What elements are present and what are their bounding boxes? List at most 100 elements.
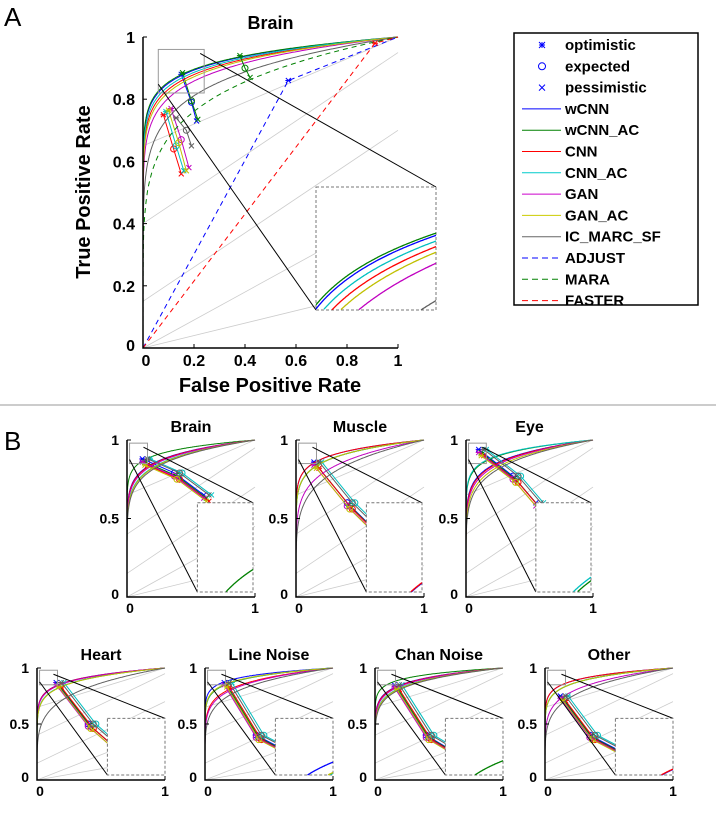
optimistic-point	[179, 69, 186, 76]
series-line-ic_marc_sf	[374, 667, 504, 780]
series-line-gan_ac	[142, 36, 399, 348]
series-line-gan_ac	[36, 667, 166, 780]
iso-cost-line	[36, 667, 166, 708]
inset-line-gan	[358, 262, 437, 311]
chart-title: Other	[588, 647, 631, 664]
legend-entry: wCNN_AC	[564, 122, 639, 139]
expected-point	[241, 64, 249, 72]
series-line-gan_ac	[295, 439, 425, 597]
zoom-region	[468, 442, 487, 465]
pessimistic-marker-icon	[538, 84, 546, 91]
zoom-inset	[444, 717, 504, 776]
inset-line-wcnn	[307, 761, 334, 776]
inset-line-wcnn_ac	[577, 580, 592, 593]
y-tick-label: 0.8	[113, 92, 135, 109]
y-tick-label: 0.2	[113, 279, 135, 296]
optimistic-point	[562, 693, 569, 699]
zoom-connector	[468, 459, 537, 593]
expected-point	[591, 731, 599, 739]
series-line-gan_ac	[204, 667, 334, 780]
operating-range-gan	[142, 461, 205, 499]
roc-chart-heart: 0 1 0 0.5 1 Heart	[10, 647, 170, 799]
series-line-gan_ac	[465, 439, 594, 597]
optimistic-point	[226, 679, 233, 686]
y-tick-label: 1	[126, 30, 135, 47]
legend: optimistic expected pessimistic wCNN wCNN_AC…	[513, 32, 699, 310]
optimistic-point	[313, 465, 320, 472]
zoom-inset	[614, 717, 674, 776]
iso-cost-line	[142, 52, 399, 224]
operating-range-ic_marc_sf	[175, 117, 192, 147]
series-line-gan	[126, 439, 256, 597]
operating-range-wcnn_ac	[182, 72, 199, 120]
series-line-ic_marc_sf	[204, 667, 334, 780]
series-line-gan	[142, 36, 399, 348]
expected-point	[427, 731, 435, 739]
inset-line-wcnn	[315, 234, 437, 310]
expected-point	[182, 126, 190, 134]
iso-cost-line	[374, 673, 504, 736]
pessimistic-point	[208, 492, 215, 498]
zoom-connector	[129, 459, 198, 593]
zoom-inset	[274, 717, 334, 776]
iso-cost-line	[204, 667, 334, 708]
x-tick-label: 1	[394, 353, 403, 370]
zoom-region	[298, 442, 317, 465]
legend-entry: expected	[565, 58, 630, 75]
iso-cost-line	[295, 486, 425, 574]
y-tick-label: 0	[111, 586, 119, 602]
series-line-ic_marc_sf	[465, 439, 594, 597]
zoom-inset	[535, 502, 592, 593]
zoom-connector	[157, 83, 317, 311]
iso-cost-line	[544, 673, 674, 736]
zoom-connector	[53, 673, 166, 719]
iso-cost-line	[126, 439, 256, 496]
pessimistic-point	[194, 116, 201, 123]
chart-title: Eye	[515, 419, 544, 436]
x-tick-label: 0	[142, 353, 151, 370]
series-line-adjust	[142, 36, 399, 349]
zoom-connector	[207, 681, 276, 776]
legend-entry: CNN_AC	[565, 165, 628, 182]
inset-line-cnn_ac	[329, 772, 334, 776]
iso-cost-line	[295, 439, 425, 496]
series-line-ic_marc_sf	[295, 439, 425, 597]
series-line-cnn_ac	[142, 36, 399, 348]
zoom-region	[129, 442, 148, 465]
x-tick-label: 1	[499, 783, 507, 799]
chart-title: Chan Noise	[395, 647, 483, 664]
expected-point	[173, 475, 181, 483]
x-tick-label: 0.6	[285, 353, 307, 370]
zoom-connector	[39, 681, 108, 776]
x-tick-label: 0.8	[336, 353, 358, 370]
optimistic-point	[285, 77, 292, 84]
legend-entry: wCNN	[564, 101, 609, 118]
pessimistic-point	[188, 142, 195, 149]
zoom-region	[377, 669, 396, 686]
optimistic-point	[236, 52, 243, 59]
roc-chart-line-noise: 0 1 0 0.5 1 Line Noise	[178, 647, 338, 799]
chart-title: Heart	[81, 647, 123, 664]
x-tick-label: 1	[669, 783, 677, 799]
expected-point	[89, 720, 97, 728]
expected-point	[348, 499, 356, 507]
roc-chart-eye: 0 1 0 0.5 1 Eye	[439, 419, 598, 616]
y-tick-label: 0.5	[348, 716, 368, 732]
legend-entry: IC_MARC_SF	[565, 229, 661, 246]
zoom-connector	[298, 459, 367, 593]
iso-cost-line	[126, 447, 256, 535]
y-axis-label: True Positive Rate	[73, 105, 95, 278]
legend-entry: optimistic	[565, 37, 636, 54]
y-tick-label: 1	[21, 660, 29, 676]
optimistic-point	[173, 115, 180, 121]
zoom-connector	[561, 673, 674, 719]
inset-line-wcnn_ac	[315, 232, 437, 306]
zoom-connector	[482, 446, 592, 504]
chart-title: Muscle	[333, 419, 387, 436]
expected-marker-icon	[538, 62, 546, 71]
legend-entry: GAN_AC	[565, 207, 629, 224]
x-tick-label: 0	[36, 783, 44, 799]
pessimistic-point	[247, 74, 253, 81]
y-tick-label: 0	[529, 769, 537, 785]
